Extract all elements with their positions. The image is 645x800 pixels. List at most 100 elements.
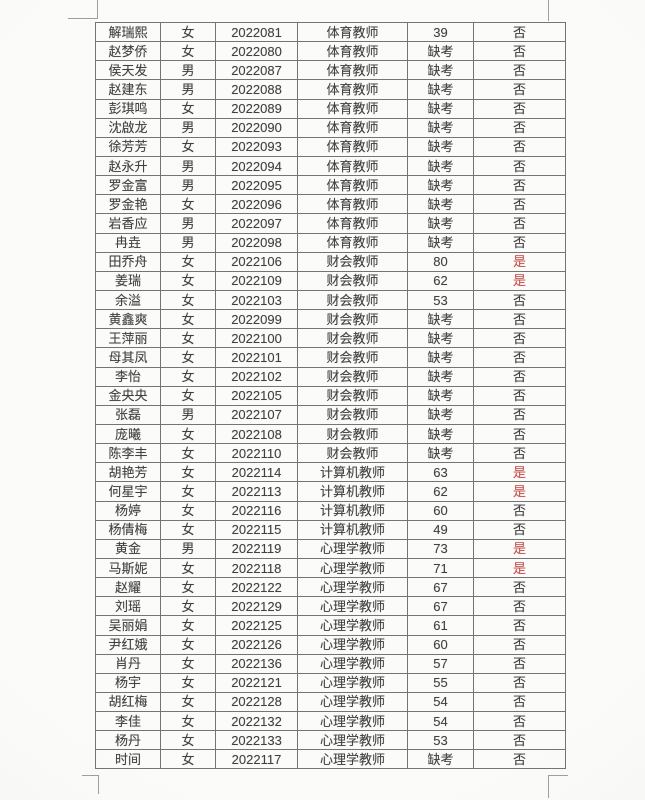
score-cell: 缺考: [407, 232, 474, 253]
qualified-cell: 否: [473, 117, 566, 138]
name-cell: 马斯妮: [95, 557, 161, 579]
position-cell: 心理学教师: [297, 557, 408, 579]
gender-cell: 女: [160, 289, 216, 311]
score-cell: 缺考: [407, 136, 474, 157]
position-cell: 体育教师: [297, 79, 408, 100]
score-cell: 61: [407, 615, 474, 636]
score-cell: 55: [407, 672, 474, 693]
position-cell: 心理学教师: [297, 615, 408, 636]
exam-id-cell: 2022113: [215, 481, 298, 502]
score-cell: 缺考: [407, 41, 474, 62]
table-row: 尹红娥女 2022126 心理学教师 60 否: [95, 634, 566, 655]
qualified-cell: 是: [473, 251, 566, 272]
qualified-cell: 否: [473, 213, 566, 234]
table-row: 赵建东男 2022088 体育教师 缺考否: [95, 79, 566, 100]
crop-mark-bottom-right-horizontal: [548, 775, 568, 776]
qualified-cell: 否: [473, 79, 566, 100]
crop-mark-bottom-left-vertical: [98, 775, 99, 794]
table-row: 侯天发男 2022087 体育教师 缺考否: [95, 60, 566, 81]
qualified-cell: 否: [473, 423, 566, 445]
name-cell: 母其凤: [95, 347, 161, 368]
score-cell: 缺考: [407, 749, 474, 770]
exam-id-cell: 2022125: [215, 615, 298, 636]
name-cell: 罗金艳: [95, 194, 161, 215]
qualified-cell: 否: [473, 443, 566, 464]
position-cell: 心理学教师: [297, 653, 408, 674]
position-cell: 计算机教师: [297, 500, 408, 521]
score-cell: 63: [407, 462, 474, 483]
position-cell: 财会教师: [297, 423, 408, 445]
name-cell: 岩香应: [95, 213, 161, 234]
exam-id-cell: 2022107: [215, 404, 298, 425]
exam-id-cell: 2022095: [215, 175, 298, 196]
qualified-cell: 否: [473, 289, 566, 311]
gender-cell: 女: [160, 481, 216, 502]
gender-cell: 女: [160, 596, 216, 617]
name-cell: 张磊: [95, 404, 161, 425]
gender-cell: 女: [160, 309, 216, 330]
score-cell: 71: [407, 557, 474, 579]
name-cell: 胡艳芳: [95, 462, 161, 483]
name-cell: 赵耀: [95, 577, 161, 598]
table-row: 张磊男 2022107 财会教师 缺考否: [95, 404, 566, 425]
score-cell: 67: [407, 577, 474, 598]
position-cell: 体育教师: [297, 155, 408, 177]
table-row: 杨宇女 2022121 心理学教师 55 否: [95, 672, 566, 693]
score-cell: 53: [407, 730, 474, 751]
gender-cell: 女: [160, 366, 216, 387]
position-cell: 财会教师: [297, 328, 408, 349]
gender-cell: 女: [160, 270, 216, 291]
position-cell: 财会教师: [297, 443, 408, 464]
table-row: 余溢女 2022103 财会教师 53 否: [95, 289, 566, 311]
score-cell: 67: [407, 596, 474, 617]
exam-id-cell: 2022133: [215, 730, 298, 751]
score-cell: 缺考: [407, 117, 474, 138]
position-cell: 计算机教师: [297, 481, 408, 502]
name-cell: 罗金富: [95, 175, 161, 196]
name-cell: 杨倩梅: [95, 519, 161, 540]
position-cell: 财会教师: [297, 309, 408, 330]
crop-mark-top-left-vertical: [97, 0, 98, 19]
exam-id-cell: 2022109: [215, 270, 298, 291]
qualified-cell: 否: [473, 672, 566, 693]
table-row: 庞曦女 2022108 财会教师 缺考否: [95, 423, 566, 445]
table-row: 赵永升男 2022094 体育教师 缺考否: [95, 155, 566, 177]
gender-cell: 男: [160, 155, 216, 177]
qualified-cell: 否: [473, 615, 566, 636]
score-cell: 54: [407, 711, 474, 732]
name-cell: 杨丹: [95, 730, 161, 751]
table-row: 王萍丽女 2022100 财会教师 缺考否: [95, 328, 566, 349]
score-cell: 缺考: [407, 194, 474, 215]
gender-cell: 女: [160, 500, 216, 521]
name-cell: 余溢: [95, 289, 161, 311]
name-cell: 姜瑞: [95, 270, 161, 291]
position-cell: 体育教师: [297, 175, 408, 196]
exam-id-cell: 2022115: [215, 519, 298, 540]
gender-cell: 女: [160, 672, 216, 693]
name-cell: 沈啟龙: [95, 117, 161, 138]
qualified-cell: 否: [473, 309, 566, 330]
position-cell: 心理学教师: [297, 538, 408, 559]
qualified-cell: 否: [473, 98, 566, 119]
table-row: 马斯妮女 2022118 心理学教师 71 是: [95, 557, 566, 579]
gender-cell: 女: [160, 251, 216, 272]
table-row: 时间女 2022117 心理学教师 缺考否: [95, 749, 566, 770]
exam-id-cell: 2022116: [215, 500, 298, 521]
qualified-cell: 否: [473, 596, 566, 617]
gender-cell: 女: [160, 634, 216, 655]
position-cell: 体育教师: [297, 41, 408, 62]
exam-id-cell: 2022114: [215, 462, 298, 483]
exam-id-cell: 2022126: [215, 634, 298, 655]
gender-cell: 女: [160, 749, 216, 770]
exam-id-cell: 2022136: [215, 653, 298, 674]
exam-id-cell: 2022106: [215, 251, 298, 272]
position-cell: 心理学教师: [297, 730, 408, 751]
table-row: 李佳女 2022132 心理学教师 54 否: [95, 711, 566, 732]
gender-cell: 男: [160, 213, 216, 234]
exam-id-cell: 2022105: [215, 385, 298, 406]
qualified-cell: 否: [473, 653, 566, 674]
score-cell: 缺考: [407, 328, 474, 349]
gender-cell: 男: [160, 175, 216, 196]
gender-cell: 女: [160, 577, 216, 598]
table-row: 胡红梅女 2022128 心理学教师 54 否: [95, 691, 566, 713]
